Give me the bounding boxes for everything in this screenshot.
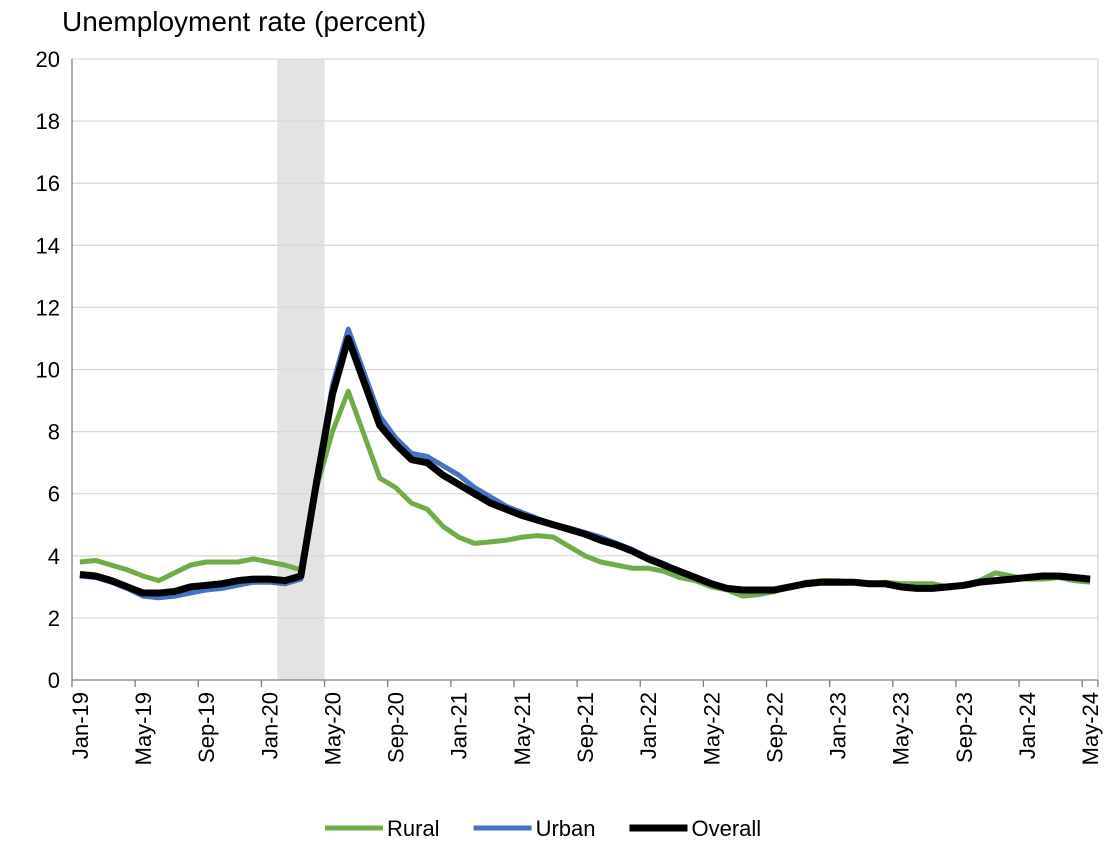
x-tick-label: May-19: [131, 692, 156, 765]
x-tick-label: Jan-21: [447, 692, 472, 759]
x-tick-label: Sep-22: [762, 692, 787, 763]
x-tick-label: May-20: [320, 692, 345, 765]
chart-title: Unemployment rate (percent): [62, 6, 426, 37]
y-tick-label: 0: [48, 668, 60, 693]
y-tick-label: 4: [48, 544, 60, 569]
x-tick-label: Sep-20: [384, 692, 409, 763]
y-tick-label: 6: [48, 482, 60, 507]
x-tick-label: Jan-23: [826, 692, 851, 759]
x-tick-label: Jan-24: [1015, 692, 1040, 759]
legend-label: Overall: [692, 816, 762, 841]
x-tick-label: May-21: [510, 692, 535, 765]
x-tick-label: Jan-22: [636, 692, 661, 759]
legend-label: Rural: [387, 816, 440, 841]
x-tick-label: Sep-21: [573, 692, 598, 763]
y-tick-label: 8: [48, 420, 60, 445]
y-tick-label: 20: [36, 47, 60, 72]
x-tick-label: Sep-23: [952, 692, 977, 763]
y-tick-label: 14: [36, 233, 60, 258]
x-tick-label: Jan-20: [257, 692, 282, 759]
x-tick-label: May-22: [699, 692, 724, 765]
x-tick-label: Jan-19: [68, 692, 93, 759]
legend-label: Urban: [536, 816, 596, 841]
y-tick-label: 12: [36, 295, 60, 320]
series-line: [79, 388, 1091, 599]
y-tick-label: 18: [36, 109, 60, 134]
y-tick-label: 16: [36, 171, 60, 196]
series-line: [79, 334, 1091, 597]
x-tick-label: May-24: [1078, 692, 1103, 765]
y-tick-label: 2: [48, 606, 60, 631]
y-tick-label: 10: [36, 358, 60, 383]
x-tick-label: May-23: [889, 692, 914, 765]
x-tick-label: Sep-19: [194, 692, 219, 763]
